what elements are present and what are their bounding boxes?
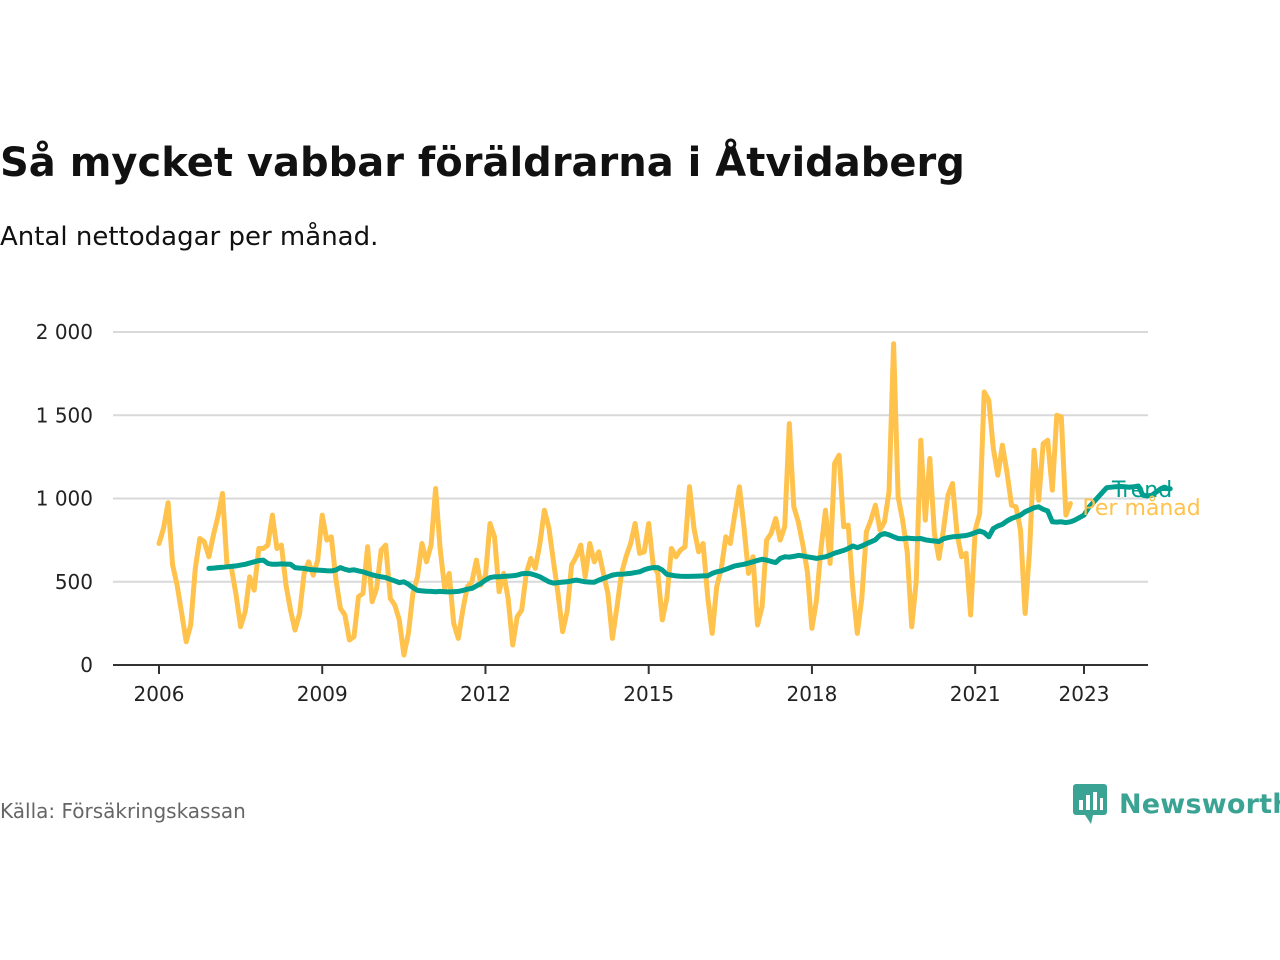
y-axis: 0 500 1 000 1 500 2 000 — [36, 320, 93, 677]
x-axis: 2006 2009 2012 2015 2018 2021 2023 — [113, 664, 1148, 706]
y-tick-label: 2 000 — [36, 320, 93, 344]
x-tick-label: 2018 — [786, 682, 837, 706]
chart-subtitle: Antal nettodagar per månad. — [0, 222, 379, 252]
x-tick-label: 2006 — [134, 682, 185, 706]
y-tick-label: 500 — [55, 570, 93, 594]
x-tick-label: 2021 — [950, 682, 1001, 706]
series-line-trend — [206, 483, 1173, 595]
x-tick-label: 2012 — [460, 682, 511, 706]
y-tick-label: 0 — [80, 653, 93, 677]
source-note: Källa: Försäkringskassan — [0, 799, 246, 823]
y-tick-label: 1 500 — [36, 403, 93, 427]
x-tick-label: 2009 — [297, 682, 348, 706]
x-tick-label: 2015 — [623, 682, 674, 706]
brand-name: Newsworthy — [1119, 788, 1280, 820]
y-tick-label: 1 000 — [36, 487, 93, 511]
x-tick-label: 2023 — [1059, 682, 1110, 706]
series-label: Per månad — [1082, 495, 1200, 521]
newsworthy-logo-icon — [1073, 784, 1107, 824]
chart-title: Så mycket vabbar föräldrarna i Åtvidaber… — [0, 140, 965, 186]
newsworthy-brand[interactable]: Newsworthy — [1073, 784, 1280, 824]
series-label: Trend — [1111, 478, 1172, 503]
chart-series — [156, 341, 1173, 658]
